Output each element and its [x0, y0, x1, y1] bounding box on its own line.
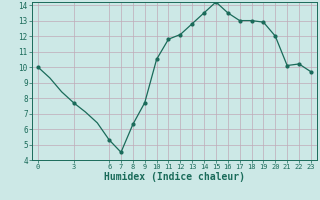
X-axis label: Humidex (Indice chaleur): Humidex (Indice chaleur) — [104, 172, 245, 182]
